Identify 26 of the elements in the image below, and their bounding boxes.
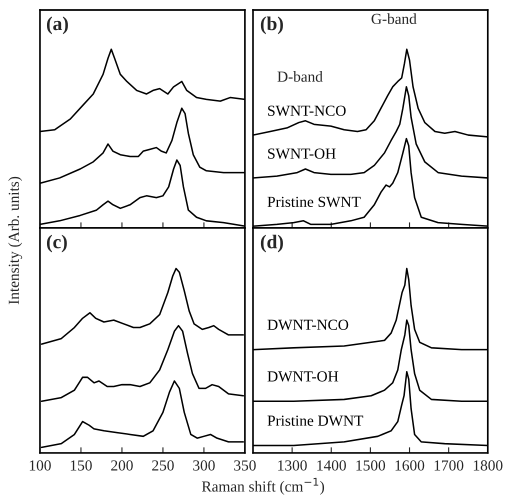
annotation: D-band — [277, 71, 323, 82]
x-tick-label: 1700 — [434, 460, 464, 471]
y-axis-title: Intensity (Arb. units) — [8, 176, 22, 304]
x-tick-label: 150 — [70, 460, 92, 471]
text: G-band — [372, 13, 417, 24]
series-label: Pristine DWNT — [268, 416, 364, 426]
x-tick-label: 250 — [152, 460, 174, 471]
series-label: Pristine SWNT — [268, 196, 361, 208]
series-label: SWNT-OH — [268, 148, 336, 159]
chart-title: (c) — [46, 234, 67, 252]
x-tick-label: 1800 — [474, 460, 502, 471]
x-tick-label: 350 — [234, 460, 256, 471]
chart-title: (a) — [46, 16, 68, 34]
chart-title: (b) — [260, 16, 283, 34]
chart-title: (d) — [260, 234, 283, 252]
x-tick-label: 1400 — [317, 460, 346, 471]
x-tick-label: 1600 — [396, 460, 424, 471]
x-axis-title: Raman shift (cm$^{−1}$) — [202, 478, 324, 495]
x-tick-label: 1300 — [278, 460, 307, 471]
series-label: SWNT-NCO — [268, 106, 346, 116]
series-label: DWNT-NCO — [268, 320, 348, 330]
x-tick-label: 1500 — [356, 460, 386, 471]
x-tick-label: 100 — [30, 460, 51, 471]
x-tick-label: 300 — [193, 460, 215, 471]
x-tick-label: 200 — [111, 460, 133, 471]
series-label: DWNT-OH — [268, 371, 338, 382]
